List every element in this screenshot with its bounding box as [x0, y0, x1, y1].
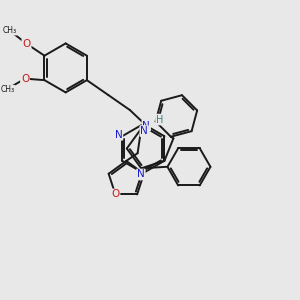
Text: N: N [140, 126, 148, 136]
Text: CH₃: CH₃ [3, 26, 17, 35]
Text: N: N [142, 121, 150, 130]
Text: O: O [22, 39, 31, 49]
Text: O: O [21, 74, 29, 84]
Text: N: N [115, 130, 122, 140]
Text: CH₃: CH₃ [1, 85, 15, 94]
Text: N: N [137, 169, 145, 179]
Text: O: O [111, 189, 119, 200]
Text: H: H [156, 115, 164, 124]
